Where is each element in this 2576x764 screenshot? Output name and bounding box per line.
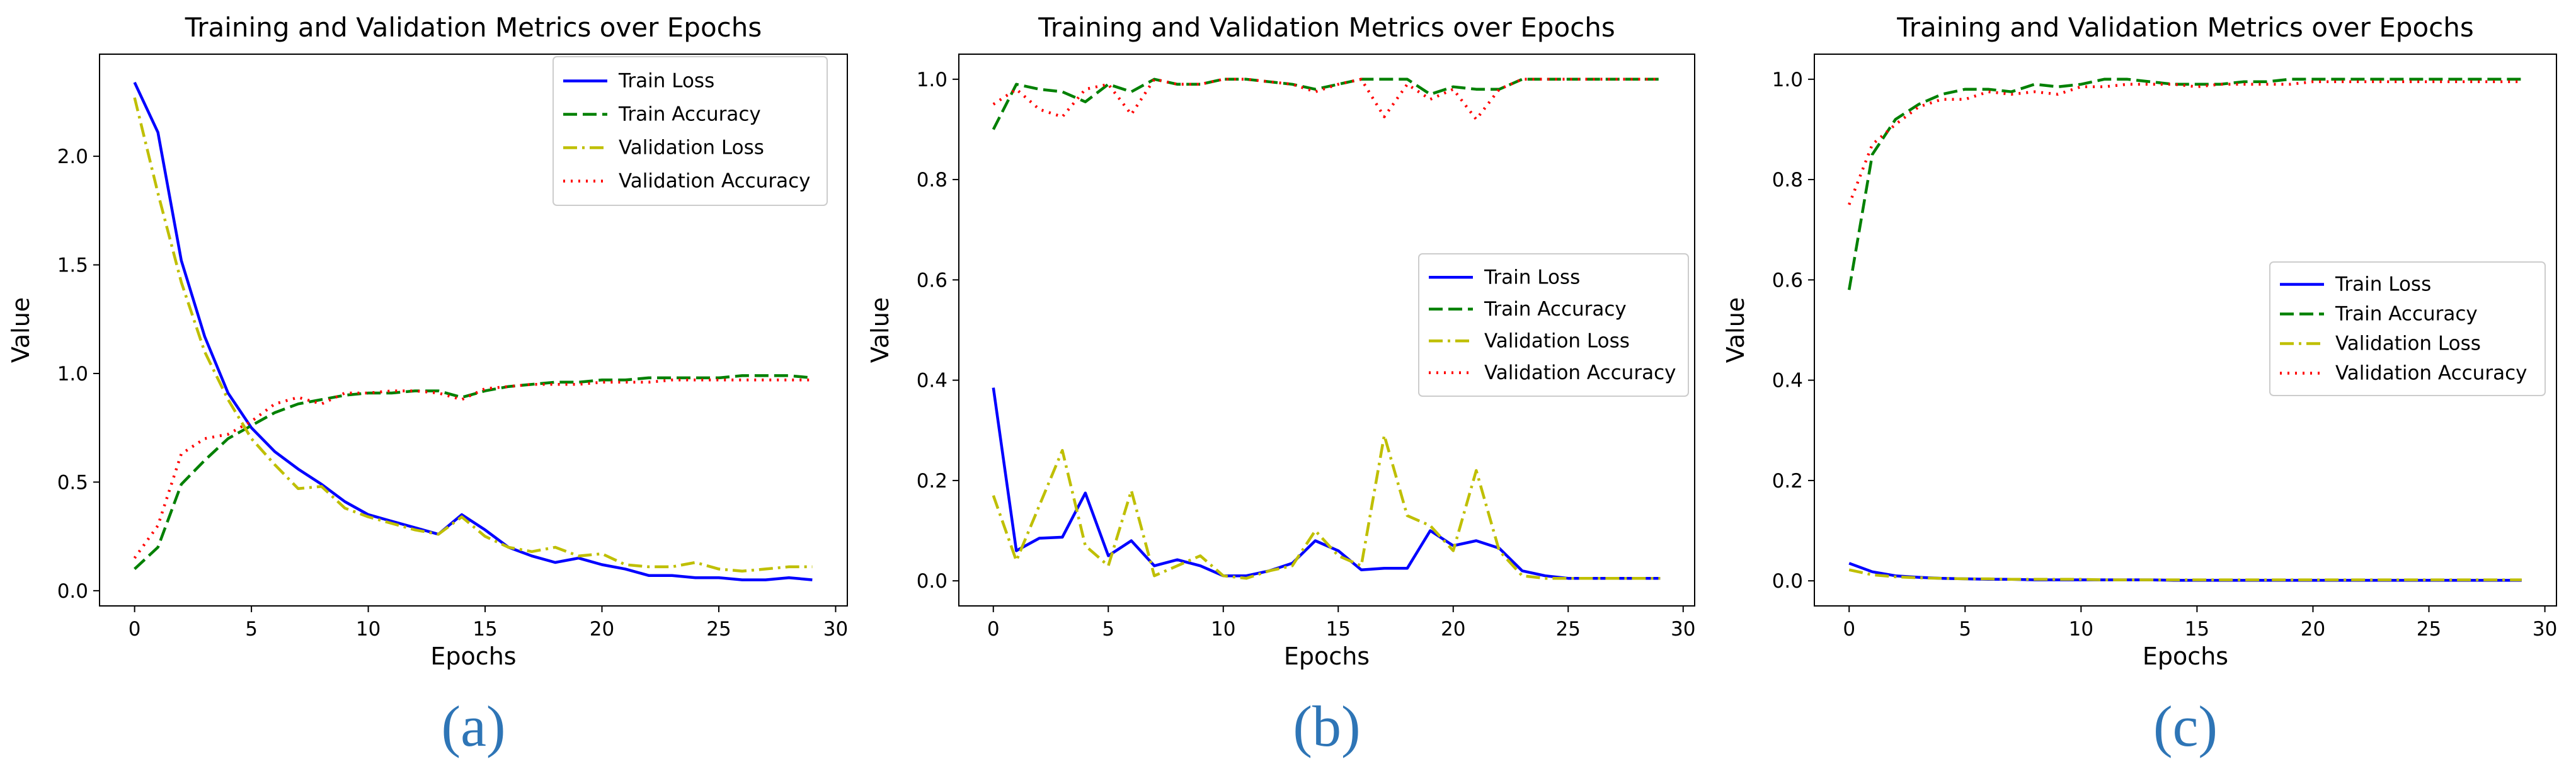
y-tick-label: 0.0 [917, 570, 947, 593]
panel-label: (b) [1293, 694, 1360, 758]
legend-label: Train Loss [618, 70, 714, 93]
series-line-train-loss [992, 387, 1661, 580]
x-tick-label: 30 [1671, 618, 1695, 641]
x-tick-label: 10 [356, 618, 381, 641]
y-tick-label: 0.6 [917, 269, 947, 292]
legend-label: Train Loss [1484, 266, 1580, 288]
y-tick-label: 0.2 [917, 470, 947, 493]
y-axis-label: Value [866, 297, 894, 363]
x-tick-label: 15 [1326, 618, 1351, 641]
plot-frame [1814, 54, 2557, 607]
panel-label: (a) [441, 694, 505, 758]
series-line-validation-accuracy [1848, 80, 2522, 205]
chart-title: Training and Validation Metrics over Epo… [1038, 12, 1615, 43]
x-tick-label: 20 [2301, 618, 2325, 641]
plot-frame [99, 54, 848, 607]
legend-label: Train Accuracy [1484, 298, 1627, 321]
y-tick-label: 0.8 [1772, 169, 1803, 191]
chart-title: Training and Validation Metrics over Epo… [185, 12, 762, 43]
y-tick-label: 0.8 [917, 169, 947, 191]
x-tick-label: 5 [1102, 618, 1114, 641]
y-tick-label: 1.0 [1772, 69, 1803, 91]
series-line-train-accuracy [1847, 77, 2522, 290]
legend: Train Loss Train Accuracy Validation Loss V… [552, 56, 828, 206]
series-line-validation-accuracy [992, 77, 1661, 121]
series-line-validation-loss [1848, 568, 2522, 581]
y-axis-label: Value [1722, 297, 1749, 363]
series-line-train-loss [1848, 562, 2522, 582]
x-tick-label: 30 [2533, 618, 2557, 641]
x-tick-label: 10 [1211, 618, 1235, 641]
x-tick-label: 5 [1959, 618, 1971, 641]
x-axis-label: Epochs [1284, 642, 1370, 670]
legend-label: Train Accuracy [2335, 303, 2478, 326]
y-tick-label: 1.0 [917, 69, 947, 91]
y-tick-label: 0.4 [1772, 370, 1803, 392]
y-axis-label: Value [7, 297, 35, 363]
y-tick-label: 0.2 [1772, 470, 1803, 493]
legend-label: Validation Loss [619, 137, 764, 159]
legend-label: Validation Loss [1484, 329, 1630, 352]
x-tick-label: 25 [2417, 618, 2441, 641]
x-tick-label: 0 [1843, 618, 1855, 641]
x-tick-label: 25 [706, 618, 731, 641]
x-tick-label: 15 [2185, 618, 2209, 641]
series-line-validation-loss [133, 97, 813, 573]
legend: Train Loss Train Accuracy Validation Loss V… [2269, 261, 2546, 396]
x-tick-label: 30 [823, 618, 848, 641]
chart-panel-1: Training and Validation Metrics over Epo… [7, 12, 848, 758]
x-tick-label: 0 [987, 618, 1000, 641]
x-tick-label: 20 [590, 618, 614, 641]
series-line-validation-accuracy [133, 379, 813, 559]
x-tick-label: 25 [1556, 618, 1581, 641]
legend: Train Loss Train Accuracy Validation Loss V… [1418, 253, 1689, 397]
panel-label: (c) [2153, 694, 2218, 758]
legend-box [552, 56, 828, 206]
x-tick-label: 0 [129, 618, 141, 641]
legend-label: Validation Accuracy [2335, 362, 2527, 385]
legend-box [2269, 261, 2546, 396]
y-tick-label: 1.5 [57, 254, 88, 277]
series-line-validation-loss [992, 433, 1661, 580]
legend-label: Validation Accuracy [619, 170, 810, 193]
chart-panel-2: Training and Validation Metrics over Epo… [866, 12, 1695, 758]
y-tick-label: 0.6 [1772, 269, 1803, 292]
y-tick-label: 1.0 [57, 363, 88, 385]
legend-box [1418, 253, 1689, 397]
chart-title: Training and Validation Metrics over Epo… [1896, 12, 2474, 43]
plot-frame [958, 54, 1695, 607]
y-tick-label: 0.5 [57, 471, 88, 494]
legend-label: Train Loss [2335, 273, 2431, 296]
y-tick-label: 2.0 [57, 145, 88, 168]
x-tick-label: 15 [472, 618, 497, 641]
legend-label: Train Accuracy [618, 103, 761, 126]
series-line-train-accuracy [992, 77, 1661, 130]
series-line-train-accuracy [134, 374, 813, 571]
y-tick-label: 0.4 [917, 370, 947, 392]
x-tick-label: 5 [245, 618, 258, 641]
legend-label: Validation Loss [2335, 333, 2481, 355]
y-tick-label: 0.0 [57, 580, 88, 603]
chart-panel-3: Training and Validation Metrics over Epo… [1722, 12, 2557, 758]
y-tick-label: 0.0 [1772, 570, 1803, 593]
x-tick-label: 20 [1441, 618, 1465, 641]
x-tick-label: 10 [2069, 618, 2093, 641]
legend-label: Validation Accuracy [1484, 362, 1676, 384]
x-axis-label: Epochs [430, 642, 516, 670]
x-axis-label: Epochs [2143, 642, 2228, 670]
